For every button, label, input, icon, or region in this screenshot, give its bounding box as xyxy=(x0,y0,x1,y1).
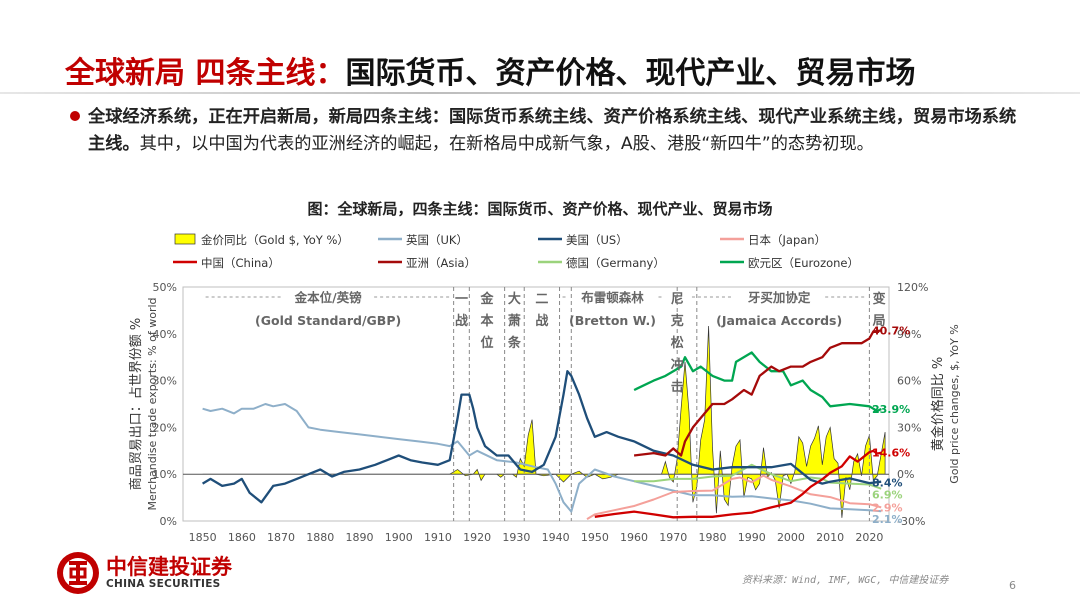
x-tick-1920: 1920 xyxy=(463,531,491,544)
era-label-6-char-3: 冲 xyxy=(671,357,684,373)
left-tick-2: 20% xyxy=(153,421,177,434)
left-axis-title-cn: 商品贸易出口：占世界份额 % xyxy=(129,318,144,491)
logo-english-name: CHINA SECURITIES xyxy=(106,578,221,590)
end-label-japan: 2.9% xyxy=(872,501,903,514)
legend-label-asia: 亚洲（Asia） xyxy=(406,256,476,270)
era-label-3-char-2: 条 xyxy=(508,335,522,351)
x-tick-1870: 1870 xyxy=(267,531,295,544)
era-sublabel-7: (Jamaica Accords) xyxy=(716,313,842,328)
era-label-3-char-0: 大 xyxy=(508,291,521,307)
era-label-6-char-4: 击 xyxy=(671,379,684,395)
era-label-5: 布雷顿森林 xyxy=(581,290,644,305)
end-label-uk: 2.1% xyxy=(872,513,903,526)
series-line-uk xyxy=(202,403,882,513)
era-label-0: 金本位/英镑 xyxy=(294,290,363,305)
era-label-6-char-0: 尼 xyxy=(671,292,684,307)
slide-title-main: 国际货币、资产价格、现代产业、贸易市场 xyxy=(345,56,916,91)
x-tick-1970: 1970 xyxy=(659,531,687,544)
left-tick-4: 40% xyxy=(153,328,177,341)
gold-yoy-area xyxy=(202,325,886,518)
era-label-1-char-0: 一 xyxy=(455,292,468,307)
era-label-6-char-2: 松 xyxy=(671,335,684,351)
left-tick-3: 30% xyxy=(153,375,177,388)
x-tick-1940: 1940 xyxy=(542,531,570,544)
right-tick-0: -30% xyxy=(897,515,925,528)
x-tick-1900: 1900 xyxy=(385,531,413,544)
bullet-text: 全球经济系统，正在开启新局，新局四条主线：国际货币系统主线、资产价格系统主线、现… xyxy=(88,104,1018,158)
right-axis-title-cn: 黄金价格同比 % xyxy=(930,357,946,452)
right-axis-title-en: Gold price changes, $, YoY % xyxy=(948,324,961,484)
citic-logo-icon xyxy=(57,552,99,594)
era-label-2-char-1: 本 xyxy=(480,313,493,329)
right-tick-4: 90% xyxy=(897,328,921,341)
era-label-2-char-0: 金 xyxy=(479,291,494,307)
era-label-8-char-1: 局 xyxy=(873,314,886,329)
right-tick-2: 30% xyxy=(897,421,921,434)
era-label-6-char-1: 克 xyxy=(671,313,684,329)
left-tick-0: 0% xyxy=(160,515,177,528)
slide-title: 全球新局 四条主线：国际货币、资产价格、现代产业、贸易市场 xyxy=(65,48,915,92)
legend-swatch-gold xyxy=(174,233,196,245)
series-line-eurozone xyxy=(633,351,882,413)
legend-label-us: 美国（US） xyxy=(566,233,628,247)
plot-frame xyxy=(182,286,890,522)
era-label-7: 牙买加协定 xyxy=(748,290,811,305)
x-tick-1860: 1860 xyxy=(228,531,256,544)
legend-label-uk: 英国（UK） xyxy=(406,233,468,247)
x-tick-1980: 1980 xyxy=(699,531,727,544)
series-line-china xyxy=(594,449,882,519)
x-tick-1930: 1930 xyxy=(502,531,530,544)
legend-label-gold: 金价同比（Gold $, YoY %） xyxy=(201,233,349,247)
era-label-3-char-1: 萧 xyxy=(508,313,521,329)
end-label-us: 8.4% xyxy=(872,477,903,490)
x-tick-1910: 1910 xyxy=(424,531,452,544)
logo-chinese-name: 中信建投证券 xyxy=(106,555,232,579)
bullet-dot-icon xyxy=(70,111,80,121)
legend-label-japan: 日本（Japan） xyxy=(748,233,826,247)
era-label-1-char-1: 战 xyxy=(455,313,468,329)
trade-share-gold-chart: 金本位/英镑(Gold Standard/GBP)一战金本位大萧条二战布雷顿森林… xyxy=(129,233,961,544)
end-label-china: 14.6% xyxy=(872,447,910,460)
series-line-asia xyxy=(633,329,882,457)
end-label-eurozone: 23.9% xyxy=(872,403,910,416)
era-sublabel-5: (Bretton W.) xyxy=(569,313,656,328)
era-label-4-char-0: 二 xyxy=(535,292,548,307)
series-line-germany xyxy=(634,463,882,490)
left-tick-1: 10% xyxy=(153,468,177,481)
x-tick-1890: 1890 xyxy=(346,531,374,544)
left-tick-5: 50% xyxy=(153,281,177,294)
left-axis-title-en: Merchandise trade exports: % of world xyxy=(146,297,159,510)
title-divider xyxy=(0,92,1080,94)
source-note: 资料来源：Wind, IMF, WGC, 中信建投证券 xyxy=(742,575,949,586)
series-line-us xyxy=(202,370,882,504)
series-line-japan xyxy=(586,474,882,520)
right-tick-3: 60% xyxy=(897,375,921,388)
figure-title: 图：全球新局，四条主线：国际货币、资产价格、现代产业、贸易市场 xyxy=(307,200,773,218)
x-tick-2010: 2010 xyxy=(816,531,844,544)
x-tick-1850: 1850 xyxy=(189,531,217,544)
era-label-8-char-0: 变 xyxy=(873,291,886,307)
bullet-bold-text: 全球经济系统，正在开启新局，新局四条主线：国际货币系统主线、资产价格系统主线、现… xyxy=(88,107,1017,154)
x-tick-2020: 2020 xyxy=(855,531,883,544)
page-number: 6 xyxy=(1009,579,1016,592)
era-sublabel-0: (Gold Standard/GBP) xyxy=(255,313,401,328)
legend-label-germany: 德国（Germany） xyxy=(566,256,665,270)
legend-label-eurozone: 欧元区（Eurozone） xyxy=(748,256,859,270)
era-label-2-char-2: 位 xyxy=(480,335,493,351)
legend-label-china: 中国（China） xyxy=(201,256,280,270)
end-label-germany: 6.9% xyxy=(872,488,903,501)
end-label-asia: 40.7% xyxy=(872,325,910,338)
x-tick-1880: 1880 xyxy=(306,531,334,544)
bullet-rest-text: 其中，以中国为代表的亚洲经济的崛起，在新格局中成新气象，A股、港股“新四牛”的态… xyxy=(139,134,874,154)
slide-title-highlight: 全球新局 四条主线： xyxy=(65,56,346,91)
x-tick-1960: 1960 xyxy=(620,531,648,544)
x-tick-1950: 1950 xyxy=(581,531,609,544)
x-tick-2000: 2000 xyxy=(777,531,805,544)
x-tick-1990: 1990 xyxy=(738,531,766,544)
right-tick-1: 0% xyxy=(897,468,914,481)
right-tick-5: 120% xyxy=(897,281,928,294)
era-label-4-char-1: 战 xyxy=(535,313,548,329)
